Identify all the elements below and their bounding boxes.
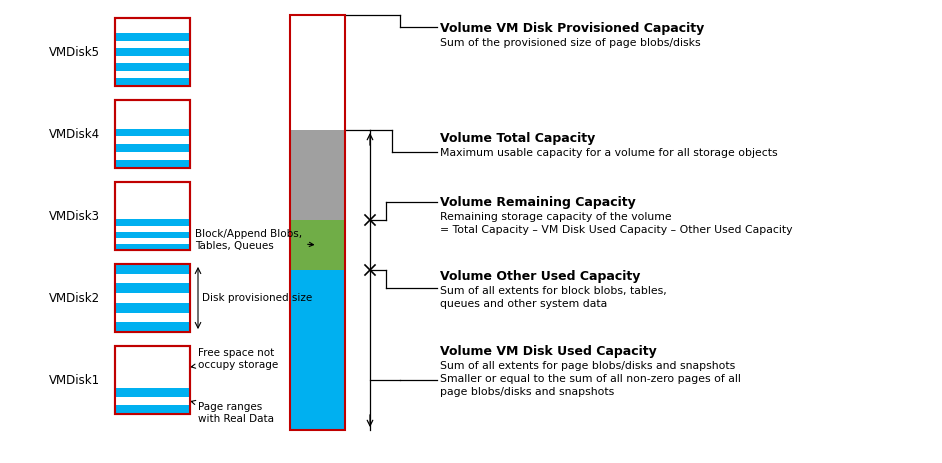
Text: VMDisk4: VMDisk4 [49, 127, 100, 140]
Bar [115, 152, 190, 160]
Text: Maximum usable capacity for a volume for all storage objects: Maximum usable capacity for a volume for… [440, 148, 778, 158]
Text: Page ranges
with Real Data: Page ranges with Real Data [191, 400, 274, 424]
Text: Sum of all extents for block blobs, tables,
queues and other system data: Sum of all extents for block blobs, tabl… [440, 286, 667, 309]
Bar [115, 264, 190, 332]
Bar [115, 293, 190, 303]
Text: Volume Remaining Capacity: Volume Remaining Capacity [440, 196, 636, 209]
Bar [115, 18, 190, 86]
Bar [115, 100, 190, 168]
Bar [115, 41, 190, 48]
Text: VMDisk2: VMDisk2 [49, 292, 100, 305]
Bar [115, 129, 190, 168]
Text: Volume Total Capacity: Volume Total Capacity [440, 132, 595, 145]
Bar [115, 33, 190, 86]
Bar [115, 264, 190, 332]
Bar [115, 346, 190, 414]
Bar [115, 71, 190, 78]
Text: Volume VM Disk Provisioned Capacity: Volume VM Disk Provisioned Capacity [440, 22, 705, 35]
Bar [115, 346, 190, 414]
Text: Remaining storage capacity of the volume
= Total Capacity – VM Disk Used Capacit: Remaining storage capacity of the volume… [440, 212, 792, 235]
Text: Disk provisioned size: Disk provisioned size [202, 293, 312, 303]
Text: Sum of the provisioned size of page blobs/disks: Sum of the provisioned size of page blob… [440, 38, 701, 48]
Bar [115, 397, 190, 406]
Bar [115, 137, 190, 144]
Text: Free space not
occupy storage: Free space not occupy storage [191, 348, 278, 370]
Bar [115, 219, 190, 250]
Bar [115, 182, 190, 250]
Bar [290, 15, 345, 430]
Bar [115, 264, 190, 332]
Bar [115, 274, 190, 283]
Text: VMDisk1: VMDisk1 [49, 374, 100, 387]
Bar [290, 220, 345, 270]
Bar [290, 15, 345, 130]
Bar [115, 182, 190, 250]
Bar [290, 270, 345, 430]
Text: Volume VM Disk Used Capacity: Volume VM Disk Used Capacity [440, 345, 657, 358]
Bar [115, 100, 190, 168]
Text: VMDisk3: VMDisk3 [49, 209, 100, 223]
Bar [115, 238, 190, 244]
Bar [115, 225, 190, 232]
Bar [290, 130, 345, 220]
Text: VMDisk5: VMDisk5 [49, 45, 100, 58]
Bar [115, 18, 190, 86]
Bar [115, 56, 190, 63]
Text: Volume Other Used Capacity: Volume Other Used Capacity [440, 270, 641, 283]
Bar [115, 388, 190, 414]
Bar [115, 313, 190, 322]
Text: Sum of all extents for page blobs/disks and snapshots
Smaller or equal to the su: Sum of all extents for page blobs/disks … [440, 361, 740, 397]
Text: Block/Append Blobs,
Tables, Queues: Block/Append Blobs, Tables, Queues [195, 229, 314, 251]
